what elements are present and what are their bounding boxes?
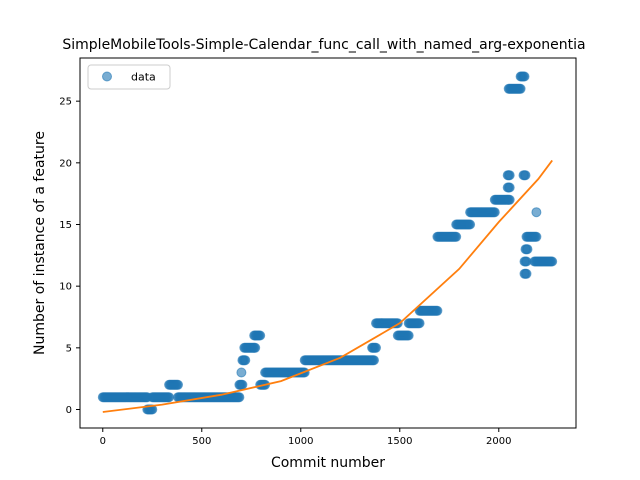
x-tick-label: 2000	[486, 436, 511, 447]
data-point	[522, 269, 531, 278]
data-point	[532, 232, 541, 241]
data-point	[256, 331, 265, 340]
chart-title: SimpleMobileTools-Simple-Calendar_func_c…	[62, 37, 585, 53]
data-point	[238, 380, 247, 389]
data-point	[505, 183, 514, 192]
y-tick-label: 20	[59, 158, 72, 169]
legend: data	[88, 65, 170, 89]
data-point	[174, 380, 183, 389]
data-point	[520, 72, 529, 81]
x-tick-label: 1500	[387, 436, 412, 447]
data-point	[165, 393, 174, 402]
data-point	[251, 343, 260, 352]
legend-label: data	[131, 71, 156, 84]
x-tick-label: 0	[100, 436, 106, 447]
data-point	[370, 356, 379, 365]
data-point	[516, 84, 525, 93]
data-point	[372, 343, 381, 352]
y-tick-label: 25	[59, 97, 72, 108]
data-point	[241, 356, 250, 365]
x-tick-label: 1000	[288, 436, 313, 447]
data-point	[404, 331, 413, 340]
data-point	[521, 171, 530, 180]
data-point	[548, 257, 557, 266]
y-tick-label: 10	[59, 282, 72, 293]
data-point	[532, 208, 541, 217]
data-point	[237, 368, 246, 377]
data-point	[433, 306, 442, 315]
y-tick-label: 15	[59, 220, 72, 231]
x-axis-label: Commit number	[271, 455, 385, 471]
data-point	[452, 232, 461, 241]
data-point	[523, 245, 532, 254]
legend-box	[88, 65, 170, 89]
y-tick-label: 0	[66, 405, 72, 416]
y-tick-label: 5	[66, 343, 72, 354]
x-tick-label: 500	[192, 436, 211, 447]
legend-marker	[103, 72, 112, 81]
y-axis-label: Number of instance of a feature	[32, 131, 48, 355]
data-point	[235, 393, 244, 402]
data-point	[505, 195, 514, 204]
data-point	[466, 220, 475, 229]
data-point	[505, 171, 514, 180]
data-point	[490, 208, 499, 217]
data-point	[415, 319, 424, 328]
